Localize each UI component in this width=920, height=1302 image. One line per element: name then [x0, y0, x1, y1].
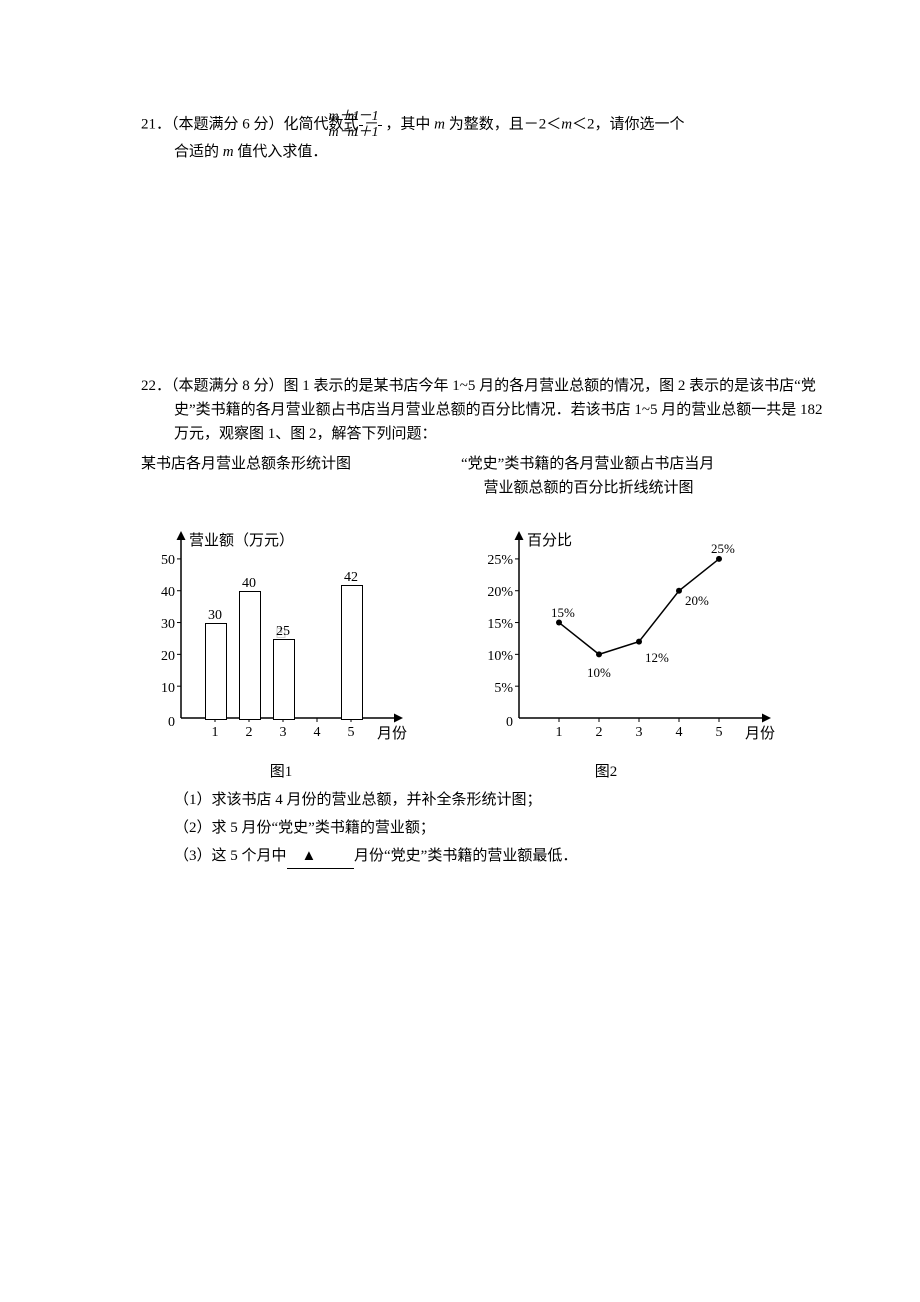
- q21-line2: 合适的 m 值代入求值．: [141, 140, 825, 164]
- q21-m3: m: [223, 144, 234, 160]
- q21-m2: m: [561, 117, 572, 133]
- chart1-wrap: ■ 102030405001234530402542营业额（万元）月份 图1: [141, 508, 421, 784]
- chart2-title-l2: 营业额总额的百分比折线统计图: [461, 480, 694, 496]
- q22-sub3: （3）这 5 个月中 ▲ 月份“党史”类书籍的营业额最低．: [141, 844, 825, 869]
- triangle-icon: ▲: [302, 848, 317, 864]
- q21-line1: 21．（本题满分 6 分）化简代数式m＋1m－1－m－1m＋1 ，其中 m 为整…: [141, 110, 825, 140]
- chart-titles-row: 某书店各月营业总额条形统计图 “党史”类书籍的各月营业额占书店当月 营业额总额的…: [141, 452, 825, 500]
- q21-points-prefix: （本题满分: [171, 117, 242, 133]
- q22-sub2: （2）求 5 月份“党史”类书籍的营业额；: [141, 816, 825, 840]
- q22-points-prefix: （本题满分: [171, 378, 242, 394]
- q21-l2b: 值代入求值．: [234, 144, 328, 160]
- q22-sub1: （1）求该书店 4 月份的营业总额，并补全条形统计图；: [141, 788, 825, 812]
- q21-points: 6: [242, 117, 250, 133]
- chart2-title: “党史”类书籍的各月营业额占书店当月 营业额总额的百分比折线统计图: [451, 452, 825, 500]
- q21-tail2: 为整数，且－2＜: [445, 117, 561, 133]
- bar-chart: ■ 102030405001234530402542营业额（万元）月份: [141, 508, 421, 758]
- chart2-caption: 图2: [421, 760, 791, 784]
- line-chart: 5%10%15%20%25%01234515%10%12%20%25%百分比月份: [461, 508, 791, 758]
- q21-points-suffix: 分）: [250, 117, 284, 133]
- question-22: 22．（本题满分 8 分）图 1 表示的是某书店今年 1~5 月的各月营业总额的…: [141, 374, 825, 869]
- q21-tail1: ，其中: [382, 117, 435, 133]
- q22-para: 22．（本题满分 8 分）图 1 表示的是某书店今年 1~5 月的各月营业总额的…: [141, 374, 825, 446]
- chart2-wrap: 5%10%15%20%25%01234515%10%12%20%25%百分比月份…: [421, 508, 791, 784]
- q21-m: m: [434, 117, 445, 133]
- q21-tail3: ＜2，请你选一个: [572, 117, 685, 133]
- blank-fill[interactable]: ▲: [287, 844, 355, 869]
- q21-number: 21．: [141, 117, 171, 133]
- q22-sub3a: （3）这 5 个月中: [174, 848, 287, 864]
- chart1-caption: 图1: [141, 760, 421, 784]
- q22-points: 8: [242, 378, 250, 394]
- q21-l2a: 合适的: [174, 144, 223, 160]
- chart1-title: 某书店各月营业总额条形统计图: [141, 452, 451, 500]
- q22-points-suffix: 分）: [250, 378, 284, 394]
- charts-row: ■ 102030405001234530402542营业额（万元）月份 图1 5…: [141, 508, 825, 784]
- q22-number: 22．: [141, 378, 171, 394]
- chart2-title-l1: “党史”类书籍的各月营业额占书店当月: [461, 456, 714, 472]
- q22-sub3b: 月份“党史”类书籍的营业额最低．: [354, 848, 577, 864]
- question-21: 21．（本题满分 6 分）化简代数式m＋1m－1－m－1m＋1 ，其中 m 为整…: [141, 110, 825, 164]
